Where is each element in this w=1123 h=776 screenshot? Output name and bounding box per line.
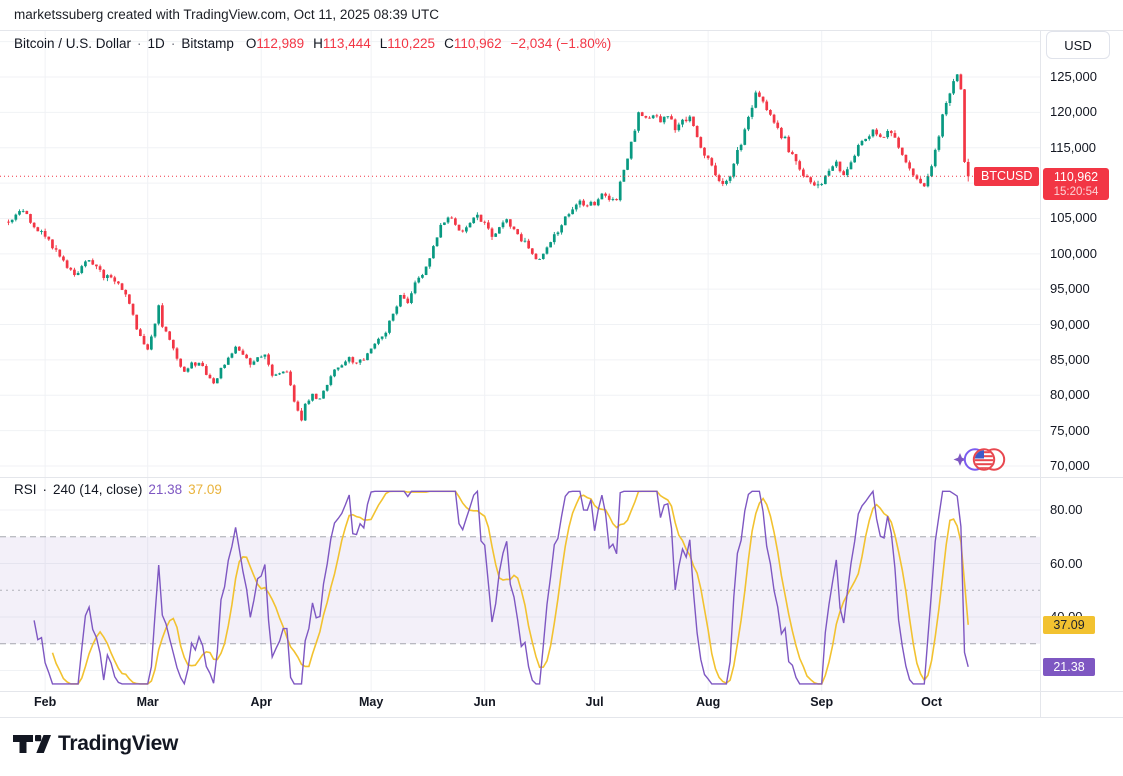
low-value: 110,225 xyxy=(387,36,436,51)
price-axis-tick: 120,000 xyxy=(1050,104,1097,120)
last-price-value: 110,962 xyxy=(1053,170,1099,184)
exchange-label: Bitstamp xyxy=(181,36,234,51)
price-axis-tick: 70,000 xyxy=(1050,457,1090,473)
last-price-label: 110,962 15:20:54 xyxy=(1043,168,1109,200)
rsi-value: 21.38 xyxy=(148,482,183,497)
symbol-legend: Bitcoin / U.S. Dollar · 1D · Bitstamp O1… xyxy=(14,36,611,51)
separator-dot: · xyxy=(42,482,48,497)
open-label: O xyxy=(245,36,257,51)
currency-button[interactable]: USD xyxy=(1046,31,1110,59)
high-label: H xyxy=(313,36,323,51)
interval-label: 1D xyxy=(147,36,165,51)
rsi-legend: RSI · 240 (14, close) 21.38 37.09 xyxy=(14,482,222,497)
price-axis-tick: 105,000 xyxy=(1050,210,1097,226)
symbol-title: Bitcoin / U.S. Dollar xyxy=(14,36,132,51)
separator-dot: · xyxy=(170,36,176,51)
close-label: C xyxy=(444,36,454,51)
close-value: 110,962 xyxy=(453,36,502,51)
brand-name: TradingView xyxy=(58,732,179,755)
tradingview-logo[interactable]: TradingView xyxy=(13,732,178,756)
time-axis-month-label: Jul xyxy=(585,695,604,709)
rsi-line xyxy=(33,489,969,686)
change-value: −2,034 (−1.80%) xyxy=(510,36,612,51)
rsi-ma-price-label: 37.09 xyxy=(1043,616,1095,634)
time-axis-month-label: Jun xyxy=(473,695,496,709)
economic-event-icons[interactable] xyxy=(950,442,1008,478)
gridlines xyxy=(0,30,1040,691)
time-axis-month-label: Sep xyxy=(810,695,834,709)
us-flag-event-icon xyxy=(972,448,996,471)
price-axis-tick: 125,000 xyxy=(1050,69,1097,84)
attribution-text: marketssuberg created with TradingView.c… xyxy=(14,7,439,22)
high-value: 113,444 xyxy=(322,36,371,51)
price-axis-tick: 115,000 xyxy=(1050,139,1097,155)
time-axis-month-label: Oct xyxy=(921,695,942,709)
time-axis-month-label: May xyxy=(358,695,384,709)
bar-countdown: 15:20:54 xyxy=(1053,186,1099,198)
time-axis-month-label: Feb xyxy=(34,695,57,709)
price-axis-tick: 80,000 xyxy=(1050,387,1090,403)
rsi-band xyxy=(0,536,1040,644)
rsi-price-label: 21.38 xyxy=(1043,658,1095,676)
rsi-params: 240 (14, close) xyxy=(53,482,143,497)
price-axis-tick: 100,000 xyxy=(1050,245,1097,261)
low-label: L xyxy=(379,36,388,51)
chart-top-border xyxy=(0,30,1123,31)
sparkle-icon xyxy=(953,453,967,466)
price-axis-tick: 95,000 xyxy=(1050,281,1090,297)
time-axis-month-label: Aug xyxy=(695,695,721,709)
price-scale-border xyxy=(1040,30,1041,718)
tradingview-mark-icon xyxy=(13,735,51,753)
rsi-name: RSI xyxy=(14,482,37,497)
time-axis-month-label: Mar xyxy=(136,695,159,709)
time-axis-month-label: Apr xyxy=(250,695,272,709)
candles-layer xyxy=(7,73,970,422)
chart-plot-area[interactable] xyxy=(0,30,1040,691)
price-axis-tick: 90,000 xyxy=(1050,316,1090,332)
rsi-axis-tick: 80.00 xyxy=(1050,502,1083,517)
time-axis-border xyxy=(0,717,1123,718)
ohlc-values: O112,989 H113,444 L110,225 C110,962 −2,0… xyxy=(246,36,611,51)
pane-separator[interactable] xyxy=(0,477,1123,478)
price-axis-tick: 85,000 xyxy=(1050,351,1090,367)
price-axis-tick: 75,000 xyxy=(1050,422,1090,438)
separator-dot: · xyxy=(137,36,142,51)
open-value: 112,989 xyxy=(256,36,305,51)
rsi-bottom-border xyxy=(0,691,1123,692)
symbol-price-tag: BTCUSD xyxy=(974,166,1040,186)
rsi-axis-tick: 60.00 xyxy=(1050,555,1083,571)
rsi-ma-value: 37.09 xyxy=(188,482,222,497)
